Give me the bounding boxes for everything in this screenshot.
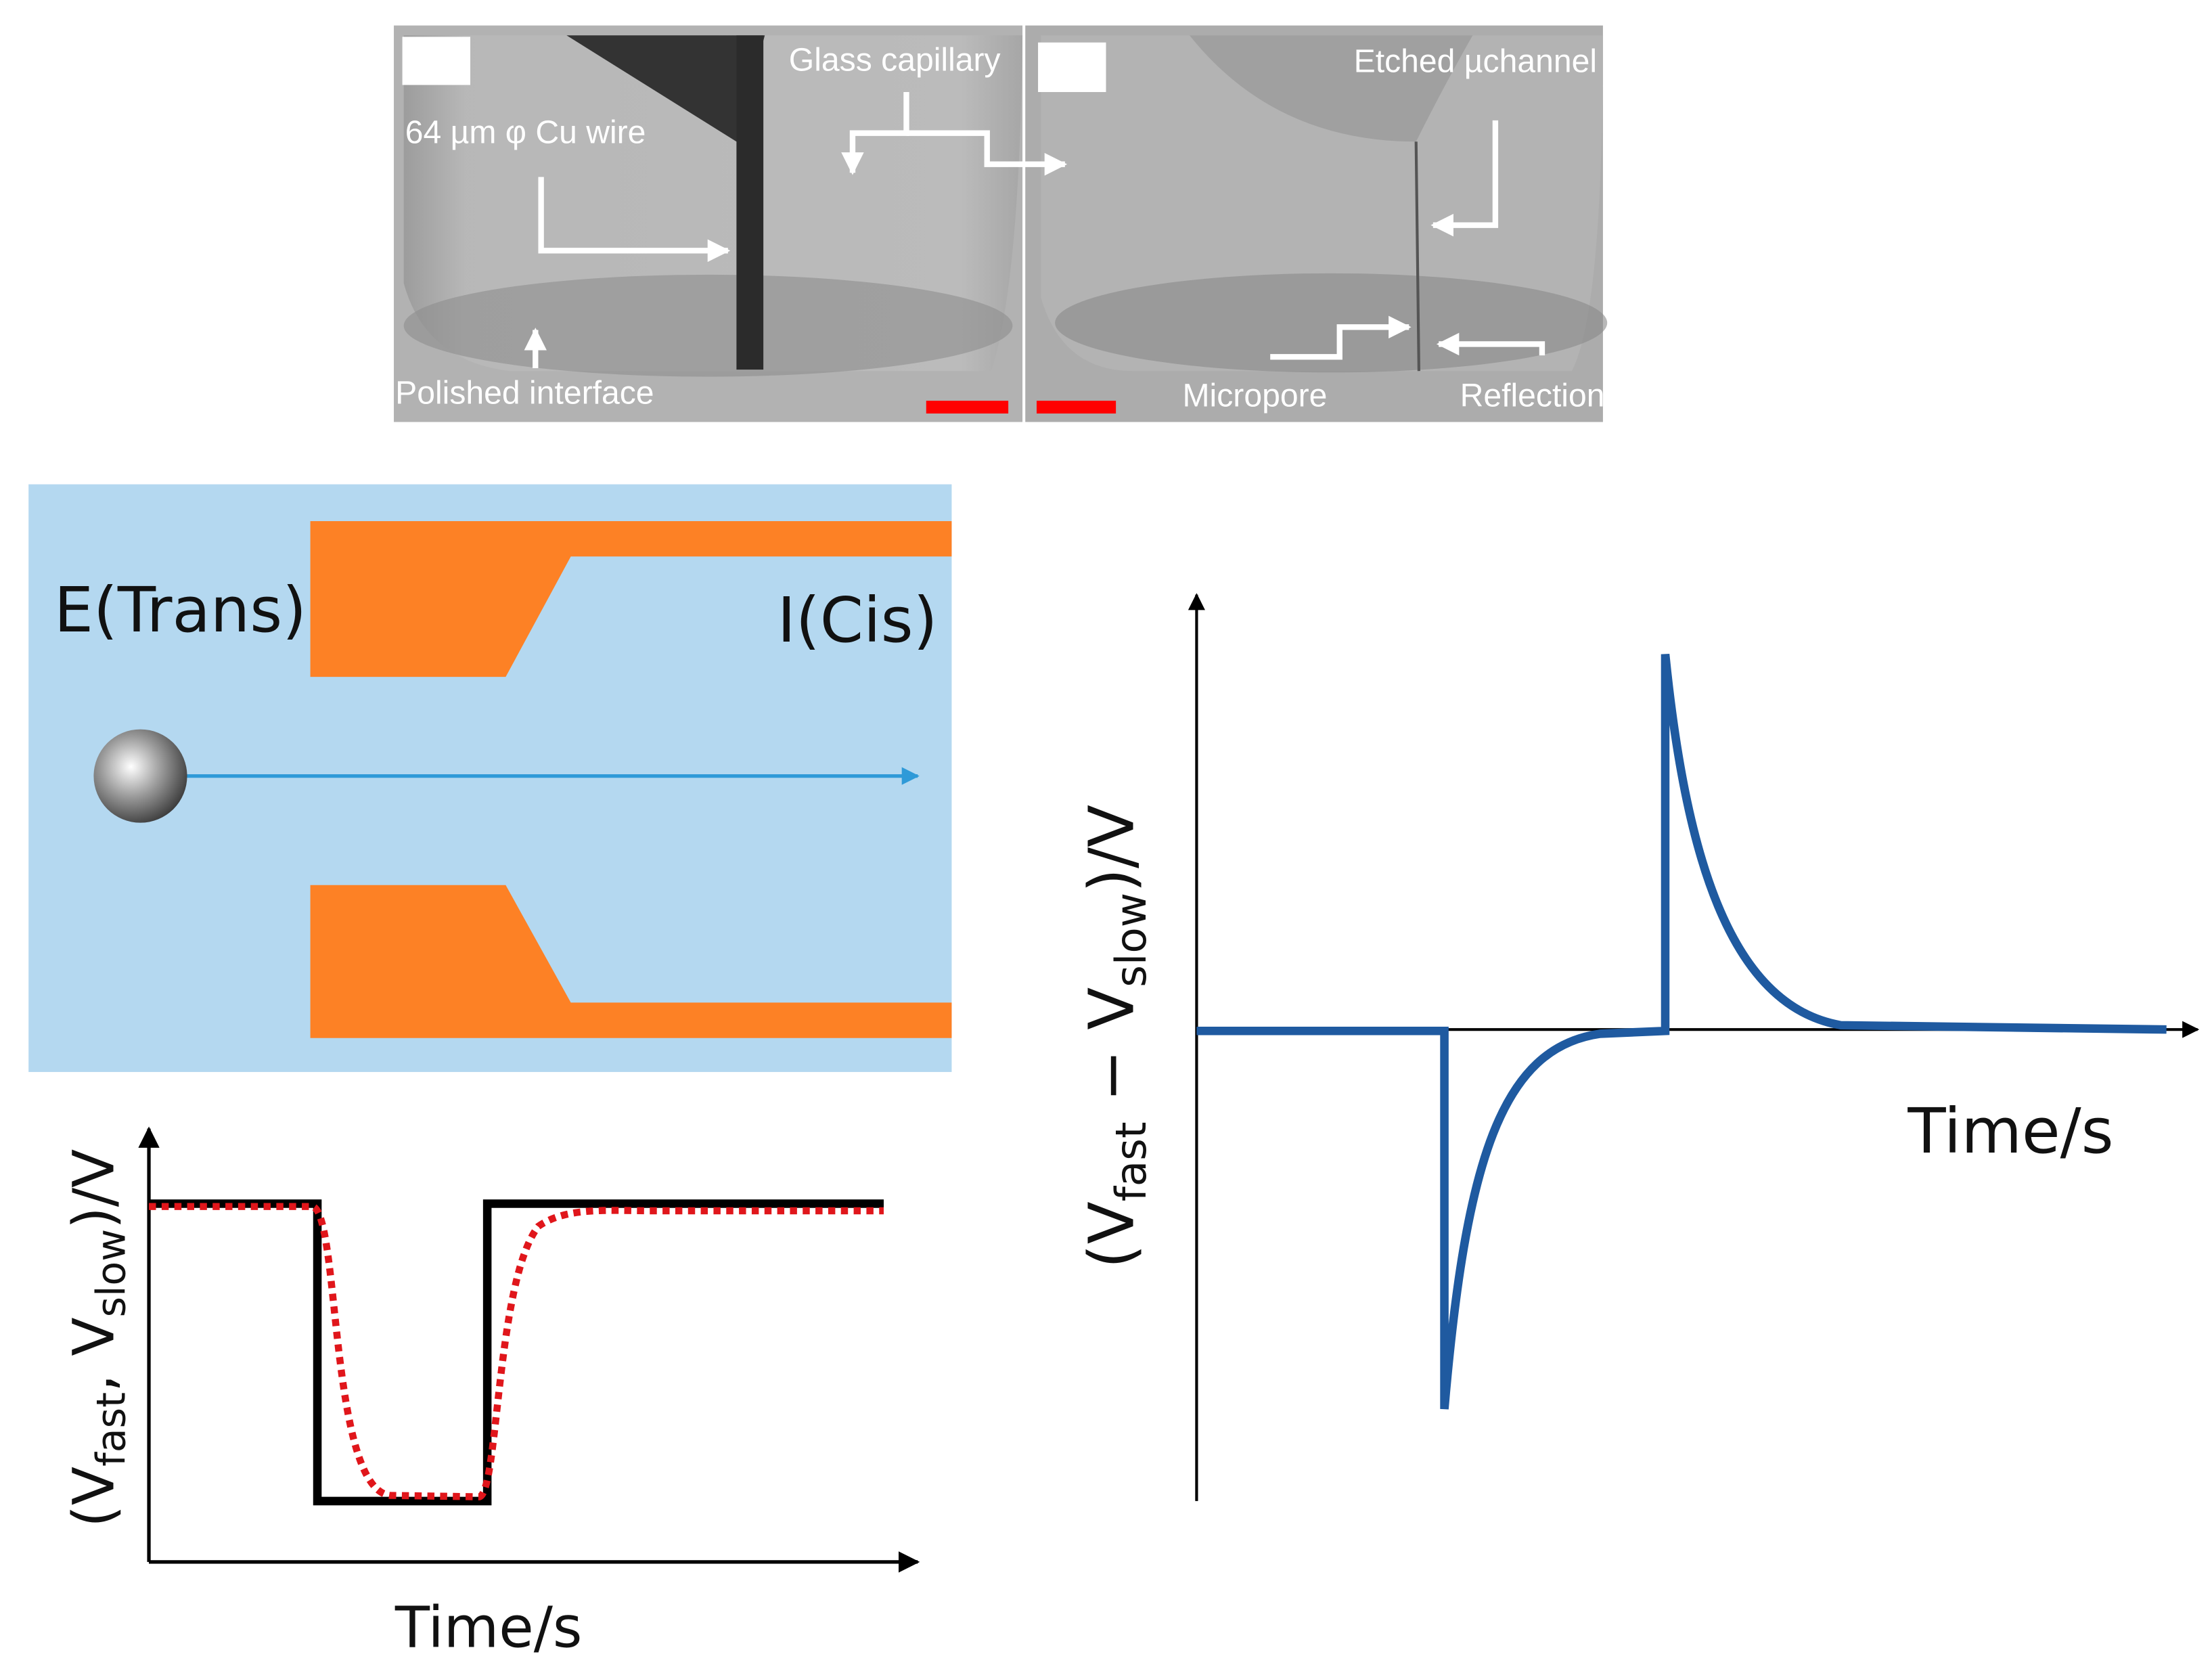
panel-label-box: [1038, 42, 1106, 93]
chart-left: (Vfast, Vslow)/V Time/s: [61, 1126, 920, 1660]
label-cu-wire: 64 µm φ Cu wire: [405, 114, 646, 150]
trans-label: E(Trans): [54, 574, 307, 646]
panel-label-box: [402, 37, 471, 85]
scale-bar: [1036, 401, 1116, 414]
x-axis-label: Time/s: [1907, 1095, 2113, 1167]
step-signal-line: [149, 1199, 884, 1506]
y-axis-label: (Vfast, Vslow)/V: [61, 1149, 135, 1528]
label-micropore: Micropore: [1182, 378, 1327, 414]
difference-signal-line: [1196, 654, 2167, 1410]
label-reflection: Reflection: [1460, 378, 1605, 414]
pore-wall-top: [310, 520, 952, 677]
scale-bar: [926, 401, 1009, 414]
label-glass-capillary: Glass capillary: [789, 42, 1001, 79]
chart-right: (Vfast − Vslow)/V Time/s: [1075, 593, 2200, 1501]
smoothed-signal-line: [149, 1203, 884, 1500]
x-axis-label: Time/s: [394, 1594, 583, 1660]
y-axis-label: (Vfast − Vslow)/V: [1075, 805, 1156, 1268]
label-polished-interface: Polished interface: [395, 374, 654, 411]
pore-schematic: E(Trans) I(Cis): [28, 484, 952, 1072]
particle: [93, 729, 187, 823]
cis-label: I(Cis): [777, 584, 938, 656]
label-etched-channel: Etched µchannel: [1354, 43, 1597, 80]
micrograph-panel: 64 µm φ Cu wire Glass capillary Polished…: [394, 25, 1608, 422]
pore-wall-bottom: [310, 885, 952, 1038]
